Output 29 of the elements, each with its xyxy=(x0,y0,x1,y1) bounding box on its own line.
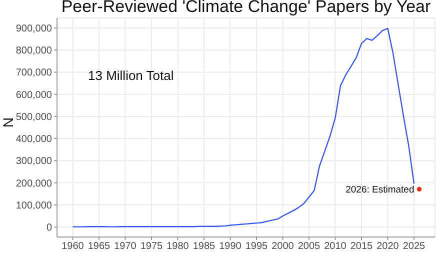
y-tick-label: 100,000 xyxy=(16,200,52,212)
y-tick-label: 200,000 xyxy=(16,178,52,190)
x-tick-label: 2025 xyxy=(402,241,426,252)
y-tick-label: 600,000 xyxy=(16,90,52,101)
x-tick-label: 2000 xyxy=(272,241,294,252)
x-tick-label: 1990 xyxy=(219,241,242,252)
x-tick-label: 1995 xyxy=(245,241,268,252)
y-tick-label: 500,000 xyxy=(16,112,52,123)
x-tick-label: 2010 xyxy=(324,241,347,252)
x-tick-label: 1985 xyxy=(192,241,216,252)
annotation: 13 Million Total xyxy=(88,68,174,83)
x-tick-label: 1960 xyxy=(62,241,84,252)
y-tick-label: 300,000 xyxy=(16,156,52,168)
chart-title: Peer-Reviewed 'Climate Change' Papers by Year xyxy=(60,0,432,17)
y-tick-label: 400,000 xyxy=(16,134,52,146)
y-axis-title: N xyxy=(0,117,16,128)
x-tick-label: 1970 xyxy=(114,241,137,252)
y-tick-label: 0 xyxy=(46,222,52,234)
annotation: 2026: Estimated xyxy=(346,184,414,196)
x-tick-label: 1965 xyxy=(88,241,111,252)
line-series xyxy=(72,28,415,228)
x-tick-label: 2020 xyxy=(376,241,400,252)
y-tick-label: 700,000 xyxy=(16,68,52,79)
y-tick-label: 900,000 xyxy=(16,24,52,35)
x-tick-label: 1975 xyxy=(140,241,164,252)
x-tick-label: 1980 xyxy=(166,241,190,252)
x-tick-label: 2005 xyxy=(298,241,321,252)
y-tick-label: 800,000 xyxy=(16,46,52,57)
x-tick-label: 2015 xyxy=(350,241,374,252)
